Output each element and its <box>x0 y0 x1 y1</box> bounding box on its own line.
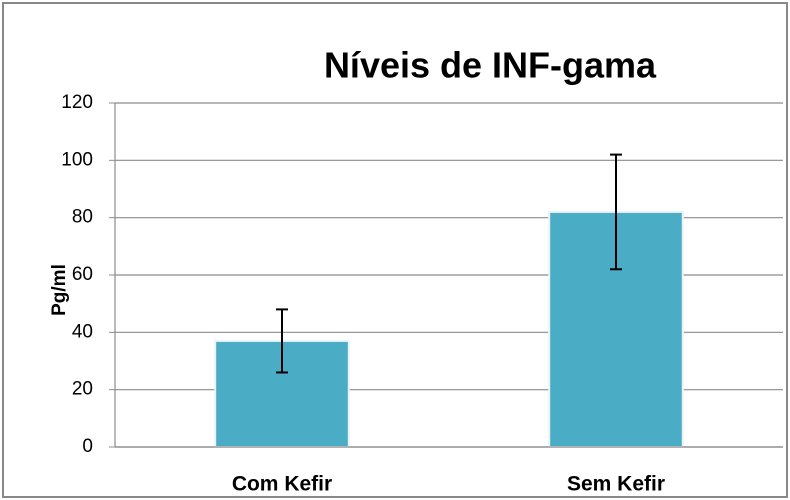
y-tick-label: 0 <box>82 436 93 457</box>
chart-title: Níveis de INF-gama <box>324 45 657 86</box>
y-tick-label: 120 <box>61 92 93 113</box>
y-tick-label: 60 <box>72 264 93 285</box>
y-tick-label: 40 <box>72 321 93 342</box>
x-tick-label: Com Kefir <box>232 473 332 496</box>
error-bar <box>276 308 288 374</box>
y-tick-label: 80 <box>72 207 93 228</box>
y-tick-label: 100 <box>61 149 93 170</box>
y-axis-label: Pg/ml <box>49 264 70 316</box>
x-tick-label: Sem Kefir <box>567 473 665 496</box>
error-bar <box>610 153 622 271</box>
y-tick-label: 20 <box>72 379 93 400</box>
